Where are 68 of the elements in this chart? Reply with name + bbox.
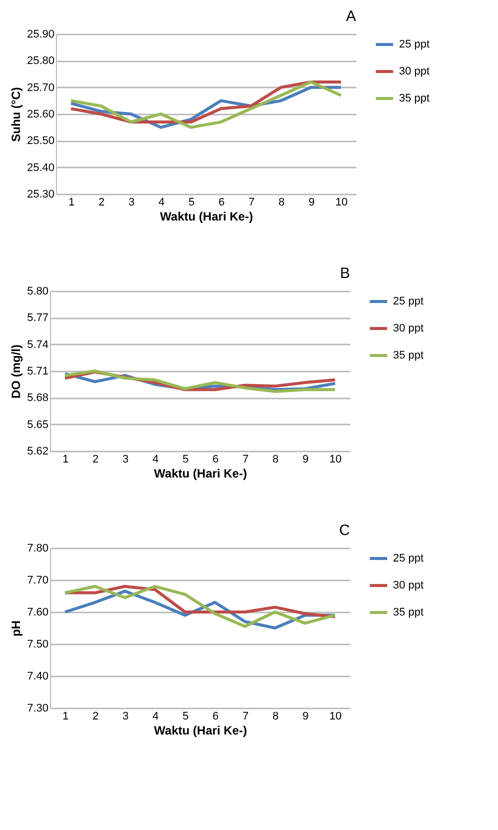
legend-label: 30 ppt [399,66,430,78]
legend-label: 30 ppt [393,322,424,334]
y-tick-label: 25.70 [26,82,54,94]
x-tick-label: 9 [302,454,309,466]
x-tick-label: 5 [188,196,195,208]
y-tick-label: 25.80 [26,55,54,68]
y-tick-label: 25.30 [26,188,54,200]
y-tick-label: 7.40 [27,670,48,682]
y-tick-label: 5.71 [27,366,48,378]
y-tick-label: 5.80 [27,286,48,298]
chart-title: C [339,522,350,539]
y-tick-label: 25.90 [26,28,54,40]
x-tick-label: 7 [248,196,255,208]
x-tick-label: 8 [272,454,279,466]
x-tick-label: 8 [272,710,279,722]
y-tick-label: 5.77 [27,312,48,324]
x-tick-label: 4 [158,196,165,208]
y-tick-label: 7.60 [27,606,48,618]
y-tick-label: 7.50 [27,638,48,650]
y-axis-title: Suhu (°C) [8,87,23,142]
y-tick-label: 25.60 [26,108,54,120]
x-tick-label: 4 [152,454,159,466]
x-tick-label: 1 [62,454,69,466]
x-tick-label: 1 [62,710,69,722]
x-tick-label: 1 [68,196,75,208]
y-axis-title: pH [9,620,24,636]
y-axis-title: DO (mg/l) [9,344,24,398]
x-tick-label: 3 [122,454,129,466]
x-tick-label: 5 [182,710,189,722]
x-tick-label: 9 [302,710,309,722]
y-tick-label: 25.50 [26,135,54,148]
y-tick-label: 5.68 [27,392,48,404]
x-tick-label: 6 [212,710,219,722]
y-tick-label: 7.70 [27,574,48,586]
legend-label: 30 ppt [393,580,424,592]
legend-label: 35 ppt [399,92,430,104]
x-tick-label: 2 [92,454,99,466]
x-tick-label: 7 [242,454,249,466]
x-tick-label: 4 [152,710,159,722]
x-tick-label: 2 [92,710,99,722]
x-tick-label: 2 [98,196,105,208]
y-tick-label: 25.40 [26,162,54,174]
y-tick-label: 5.62 [27,446,48,458]
x-tick-label: 5 [182,454,189,466]
x-tick-label: 8 [278,196,285,208]
x-tick-label: 6 [218,196,225,208]
y-tick-label: 5.74 [27,338,48,351]
x-tick-label: 10 [335,196,348,208]
x-tick-label: 7 [242,710,249,722]
chart-title: A [346,8,356,25]
legend-label: 25 ppt [393,552,424,564]
legend-label: 25 ppt [393,296,424,308]
legend-label: 35 ppt [393,350,424,362]
x-tick-label: 3 [122,710,129,722]
x-tick-label: 3 [128,196,135,208]
y-tick-label: 7.80 [27,542,48,554]
y-tick-label: 5.65 [27,418,48,431]
x-tick-label: 10 [329,454,342,466]
x-tick-label: 10 [329,710,342,722]
legend-label: 25 ppt [399,38,430,50]
legend-label: 35 ppt [393,606,424,618]
x-axis-title: Waktu (Hari Ke-) [154,724,247,738]
x-axis-title: Waktu (Hari Ke-) [154,466,247,480]
y-tick-label: 7.30 [27,702,48,714]
chart-title: B [340,265,350,282]
x-tick-label: 6 [212,454,219,466]
x-tick-label: 9 [308,196,315,208]
x-axis-title: Waktu (Hari Ke-) [160,210,253,224]
